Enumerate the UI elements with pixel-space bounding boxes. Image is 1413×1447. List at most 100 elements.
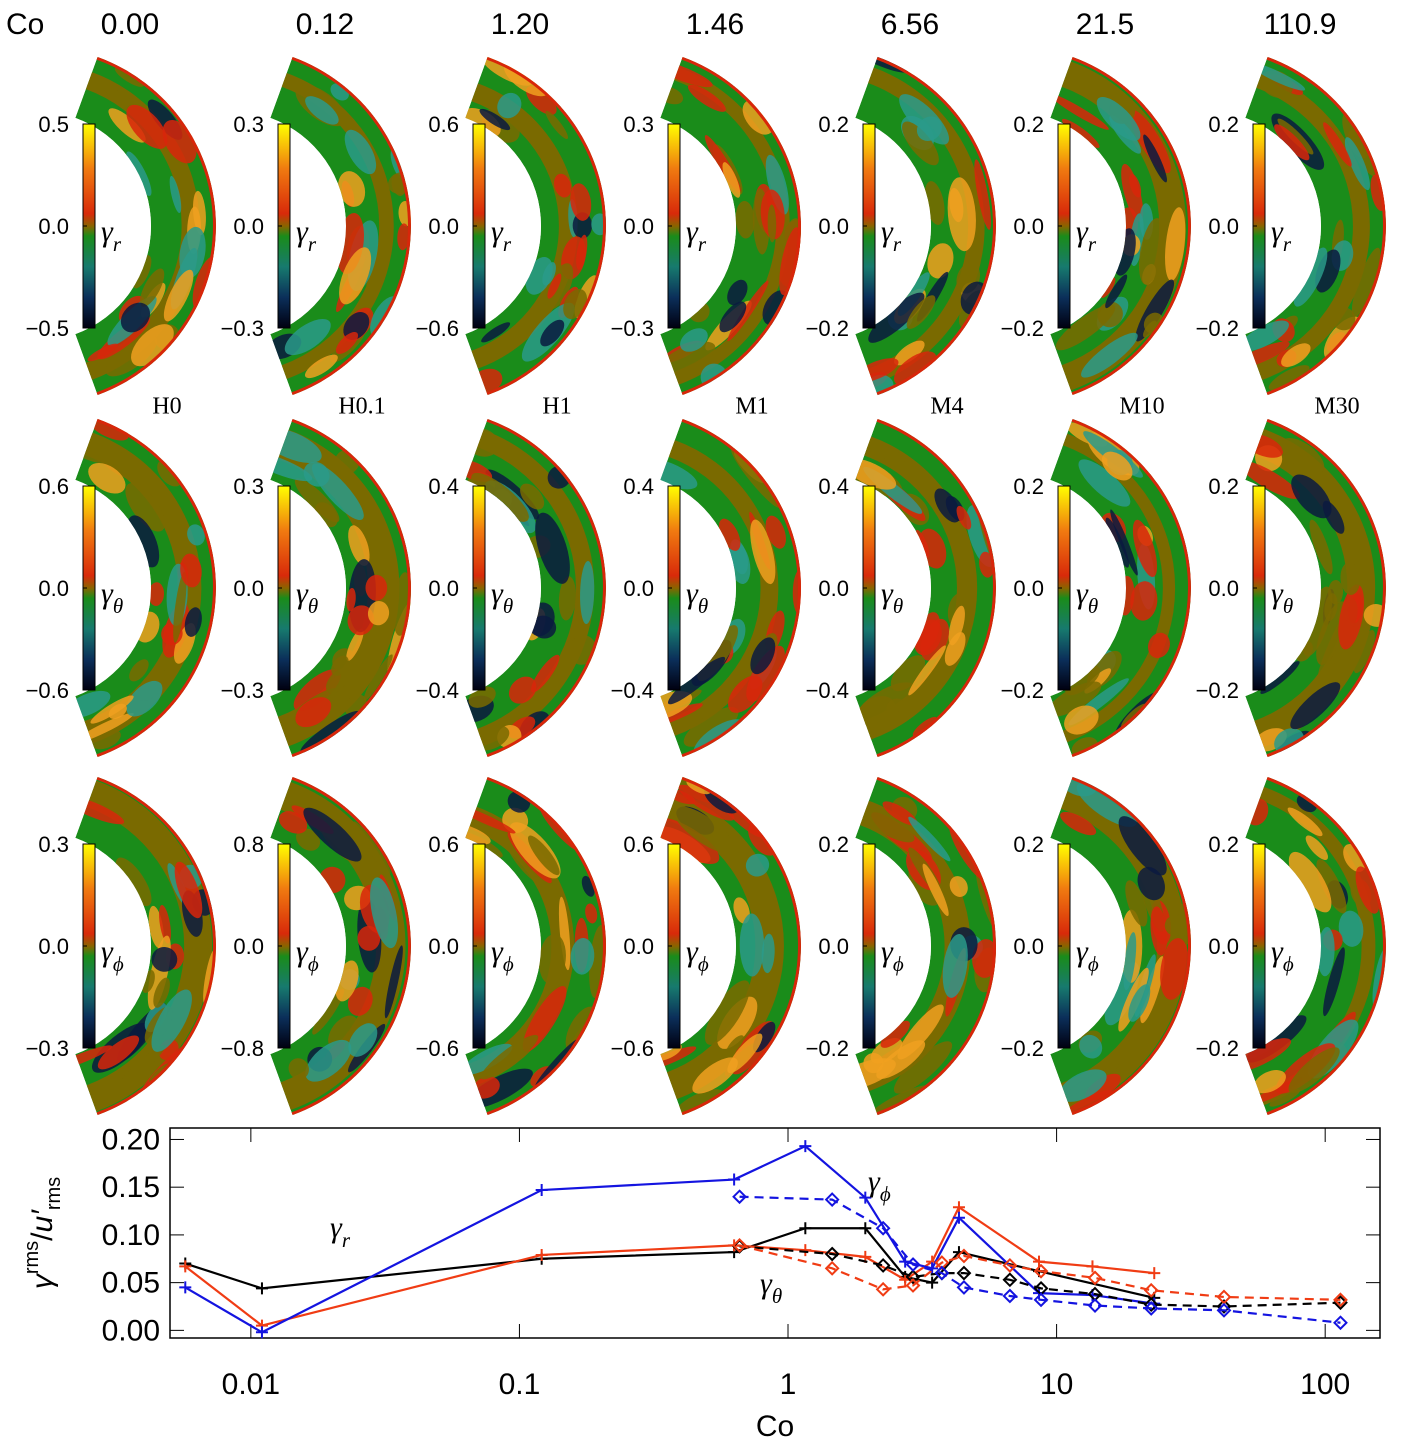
symbol: γϕ <box>881 935 904 976</box>
wedge-feature <box>1164 914 1187 936</box>
wedge <box>1245 56 1386 396</box>
colorbar-tick-label: 0.6 <box>623 832 654 857</box>
symbol: γr <box>101 215 122 256</box>
wedge-feature <box>1281 438 1325 474</box>
x-tick-label: 100 <box>1300 1368 1350 1401</box>
symbol-main: γ <box>296 935 309 968</box>
symbol-main: γ <box>1271 577 1284 610</box>
colorbar-tick-label: −0.2 <box>1001 1036 1044 1061</box>
colorbar-tick-label: 0.0 <box>1013 934 1044 959</box>
point-marker <box>1002 1288 1018 1304</box>
symbol-main: γ <box>881 935 894 968</box>
wedge-rim <box>486 776 606 1116</box>
wedge-feature <box>1324 593 1338 621</box>
wedge-feature <box>174 861 203 919</box>
wedge-feature <box>949 876 968 897</box>
wedge-feature <box>338 171 366 207</box>
colorbar-tick-label: −0.8 <box>221 1036 264 1061</box>
point-marker <box>952 1201 965 1214</box>
co-value: 0.00 <box>101 8 159 41</box>
wedge-feature <box>779 227 801 295</box>
symbol-sub: θ <box>113 594 123 618</box>
wedge-feature <box>1059 1069 1107 1102</box>
y-tick-label: 0.10 <box>102 1219 160 1252</box>
wedge-feature <box>680 328 708 352</box>
wedge-feature <box>745 853 770 877</box>
colorbar-tick-label: 0.0 <box>38 576 69 601</box>
point-marker <box>824 1260 840 1276</box>
symbol-main: γ <box>296 577 309 610</box>
point-marker <box>1216 1302 1232 1318</box>
wedge-feature <box>1287 807 1323 837</box>
wedge-feature <box>88 462 126 494</box>
symbol-main: γ <box>881 577 894 610</box>
wedge-feature <box>295 697 332 728</box>
wedge-rim <box>1266 56 1386 396</box>
wedge-feature <box>1351 247 1381 318</box>
colorbar-tick-label: 0.0 <box>623 934 654 959</box>
wedge-feature <box>727 279 748 306</box>
symbol-main: γ <box>491 577 504 610</box>
wedge-feature <box>1118 816 1167 876</box>
colorbar-tick-label: 0.4 <box>623 474 654 499</box>
wedge-feature <box>126 680 163 717</box>
wedge-feature <box>1260 661 1300 694</box>
symbol-main: γ <box>868 1165 881 1198</box>
colorbar-tick-label: 0.6 <box>428 112 459 137</box>
series-line <box>739 1245 1341 1308</box>
y-tick-label: 0.15 <box>102 1171 160 1204</box>
series-line <box>739 1244 1341 1301</box>
symbol-main: γ <box>491 215 504 248</box>
colorbar-tick-label: 0.2 <box>1208 112 1239 137</box>
colorbar-tick-label: 0.4 <box>818 474 849 499</box>
wedge-feature <box>1245 460 1300 499</box>
wedge-feature <box>558 896 571 971</box>
wedge <box>465 56 607 396</box>
symbol: γϕ <box>491 935 514 976</box>
wedge-feature <box>339 247 372 305</box>
point-marker <box>535 1248 548 1261</box>
colorbar-tick-label: 0.0 <box>38 214 69 239</box>
symbol-sub: ϕ <box>698 952 709 976</box>
wedge-feature <box>151 947 178 972</box>
colorbar-tick-label: −0.6 <box>611 1036 654 1061</box>
wedge-base <box>855 418 996 758</box>
symbol-sub: ϕ <box>308 952 319 976</box>
symbol: γr <box>686 215 707 256</box>
wedge-feature <box>1274 124 1310 161</box>
y-axis-label: γrms/u′rms <box>21 1177 65 1289</box>
symbol-sub: r <box>893 232 902 256</box>
point-marker <box>255 1326 268 1339</box>
point-marker <box>875 1220 891 1236</box>
wedge-feature <box>370 877 399 949</box>
wedge-feature <box>1325 644 1353 689</box>
wedge-feature <box>179 226 206 279</box>
point-marker <box>732 1189 747 1205</box>
point-marker <box>905 1278 921 1293</box>
point-marker <box>1333 1315 1348 1331</box>
symbol: γϕ <box>101 935 124 976</box>
colorbar-tick-label: 0.2 <box>1013 832 1044 857</box>
wedge-feature <box>1338 584 1365 650</box>
symbol: γθ <box>1076 577 1098 618</box>
wedge-feature <box>344 129 377 175</box>
symbol: γr <box>296 215 317 256</box>
wedge-feature <box>683 707 739 747</box>
colorbar-tick-label: −0.3 <box>611 316 654 341</box>
wedge-feature <box>1050 93 1109 130</box>
colorbar-tick-label: −0.6 <box>26 678 69 703</box>
wedge-feature <box>346 628 364 661</box>
point-marker <box>1087 1298 1103 1313</box>
colorbar-tick-label: 0.0 <box>1013 214 1044 239</box>
wedge-feature <box>1078 459 1131 507</box>
wedge-feature <box>580 561 595 625</box>
x-tick-label: 0.1 <box>499 1368 541 1401</box>
colorbar-tick-label: −0.2 <box>1001 678 1044 703</box>
wedge-feature <box>1050 681 1102 717</box>
wedge-feature <box>75 1045 113 1072</box>
wedge-feature <box>534 1039 579 1088</box>
wedge-feature <box>704 980 750 1045</box>
wedge-feature <box>1062 1089 1113 1116</box>
symbol: γr <box>1076 215 1097 256</box>
